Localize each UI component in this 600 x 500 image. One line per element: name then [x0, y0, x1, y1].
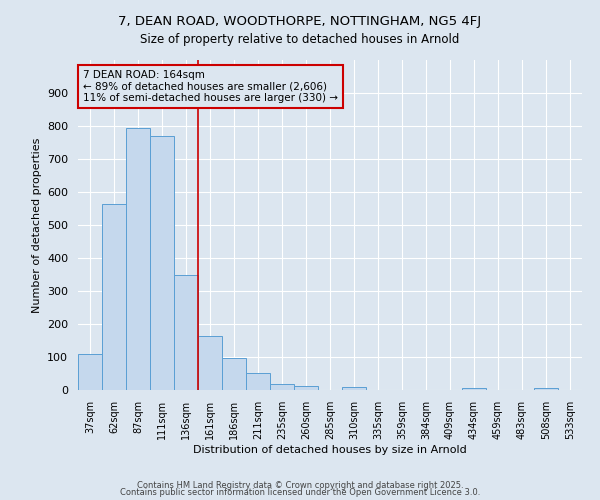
Text: Size of property relative to detached houses in Arnold: Size of property relative to detached ho…	[140, 32, 460, 46]
Text: 7 DEAN ROAD: 164sqm
← 89% of detached houses are smaller (2,606)
11% of semi-det: 7 DEAN ROAD: 164sqm ← 89% of detached ho…	[83, 70, 338, 103]
Text: Contains public sector information licensed under the Open Government Licence 3.: Contains public sector information licen…	[120, 488, 480, 497]
Text: 7, DEAN ROAD, WOODTHORPE, NOTTINGHAM, NG5 4FJ: 7, DEAN ROAD, WOODTHORPE, NOTTINGHAM, NG…	[118, 15, 482, 28]
Bar	[294, 386, 318, 390]
Y-axis label: Number of detached properties: Number of detached properties	[32, 138, 41, 312]
Bar	[126, 128, 150, 390]
X-axis label: Distribution of detached houses by size in Arnold: Distribution of detached houses by size …	[193, 444, 467, 454]
Bar	[150, 136, 174, 390]
Bar	[102, 204, 126, 390]
Bar	[246, 373, 270, 390]
Bar	[78, 354, 102, 390]
Bar	[462, 388, 486, 390]
Bar	[342, 388, 366, 390]
Text: Contains HM Land Registry data © Crown copyright and database right 2025.: Contains HM Land Registry data © Crown c…	[137, 480, 463, 490]
Bar	[270, 384, 294, 390]
Bar	[534, 388, 558, 390]
Bar	[174, 274, 198, 390]
Bar	[198, 336, 222, 390]
Bar	[222, 358, 246, 390]
